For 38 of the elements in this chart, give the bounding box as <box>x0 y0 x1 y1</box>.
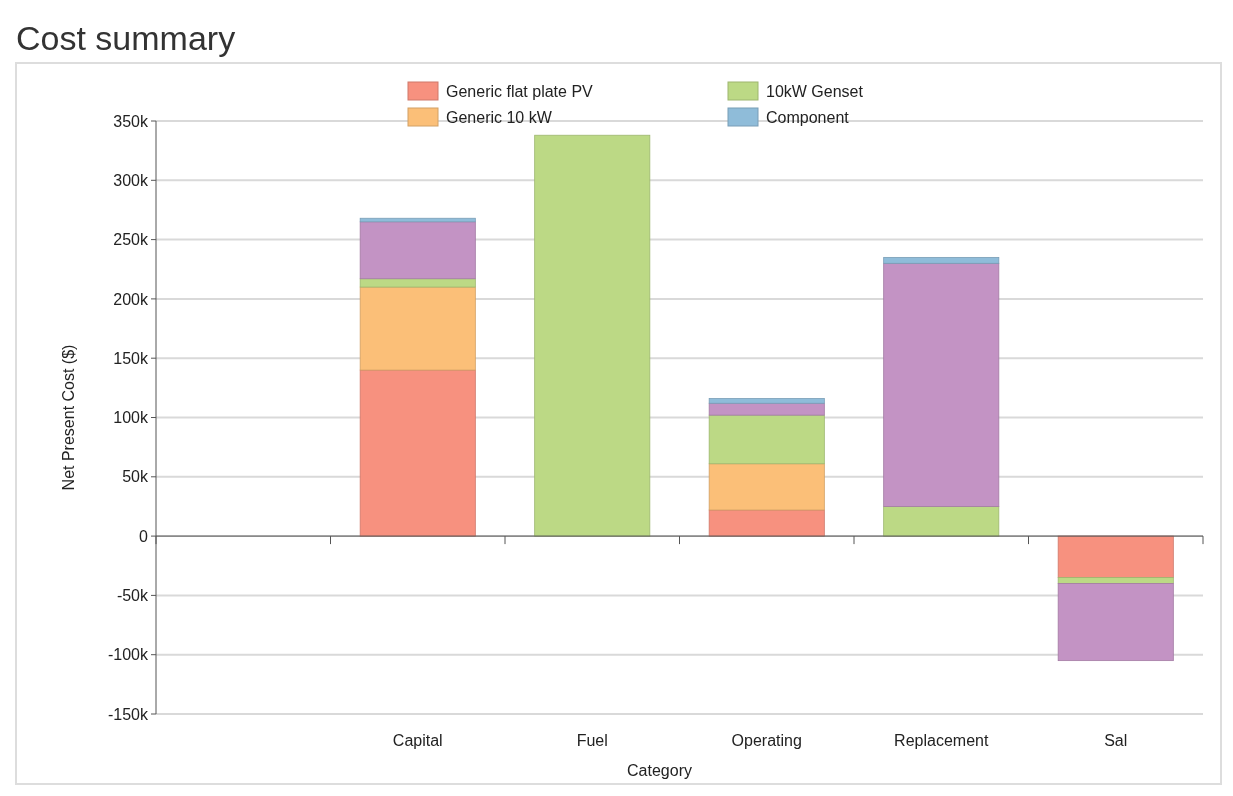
x-axis-title: Category <box>627 762 692 779</box>
legend-label: Generic flat plate PV <box>446 82 594 100</box>
chart-title: Cost summary <box>16 19 236 57</box>
x-tick-label: Replacement <box>894 732 989 749</box>
bar <box>1057 535 1174 579</box>
bar <box>359 286 476 371</box>
bar <box>359 278 476 288</box>
legend-label: Component <box>766 108 850 126</box>
y-tick-label: 0 <box>139 527 149 545</box>
bar <box>359 221 476 280</box>
y-tick-label: 250k <box>113 231 149 249</box>
x-tick-label: Fuel <box>576 732 608 749</box>
y-tick-label: 50k <box>122 468 149 486</box>
bar <box>1057 583 1174 662</box>
bar <box>708 463 825 511</box>
y-tick-label: -150k <box>107 705 149 723</box>
y-tick-label: -100k <box>107 646 149 664</box>
bar <box>708 398 825 404</box>
bar <box>883 506 1000 537</box>
y-tick-label: 150k <box>113 349 149 367</box>
bar <box>883 262 1000 507</box>
x-tick-label: Operating <box>731 732 802 749</box>
x-tick-label: Sal <box>1104 732 1128 749</box>
legend-label: Generic 10 kW <box>446 108 553 126</box>
y-tick-label: 200k <box>113 290 149 308</box>
y-tick-label: 350k <box>113 112 149 130</box>
y-tick-label: -50k <box>116 587 149 604</box>
bar <box>534 134 651 537</box>
bar <box>708 402 825 416</box>
bar <box>359 217 476 223</box>
y-axis-title: Net Present Cost ($) <box>60 344 77 491</box>
y-tick-label: 300k <box>113 171 149 189</box>
bar <box>708 414 825 465</box>
bar <box>883 256 1000 264</box>
y-tick-label: 100k <box>113 409 149 427</box>
legend-label: 10kW Genset <box>766 82 864 100</box>
x-tick-label: Capital <box>392 732 443 749</box>
bar <box>359 369 476 537</box>
